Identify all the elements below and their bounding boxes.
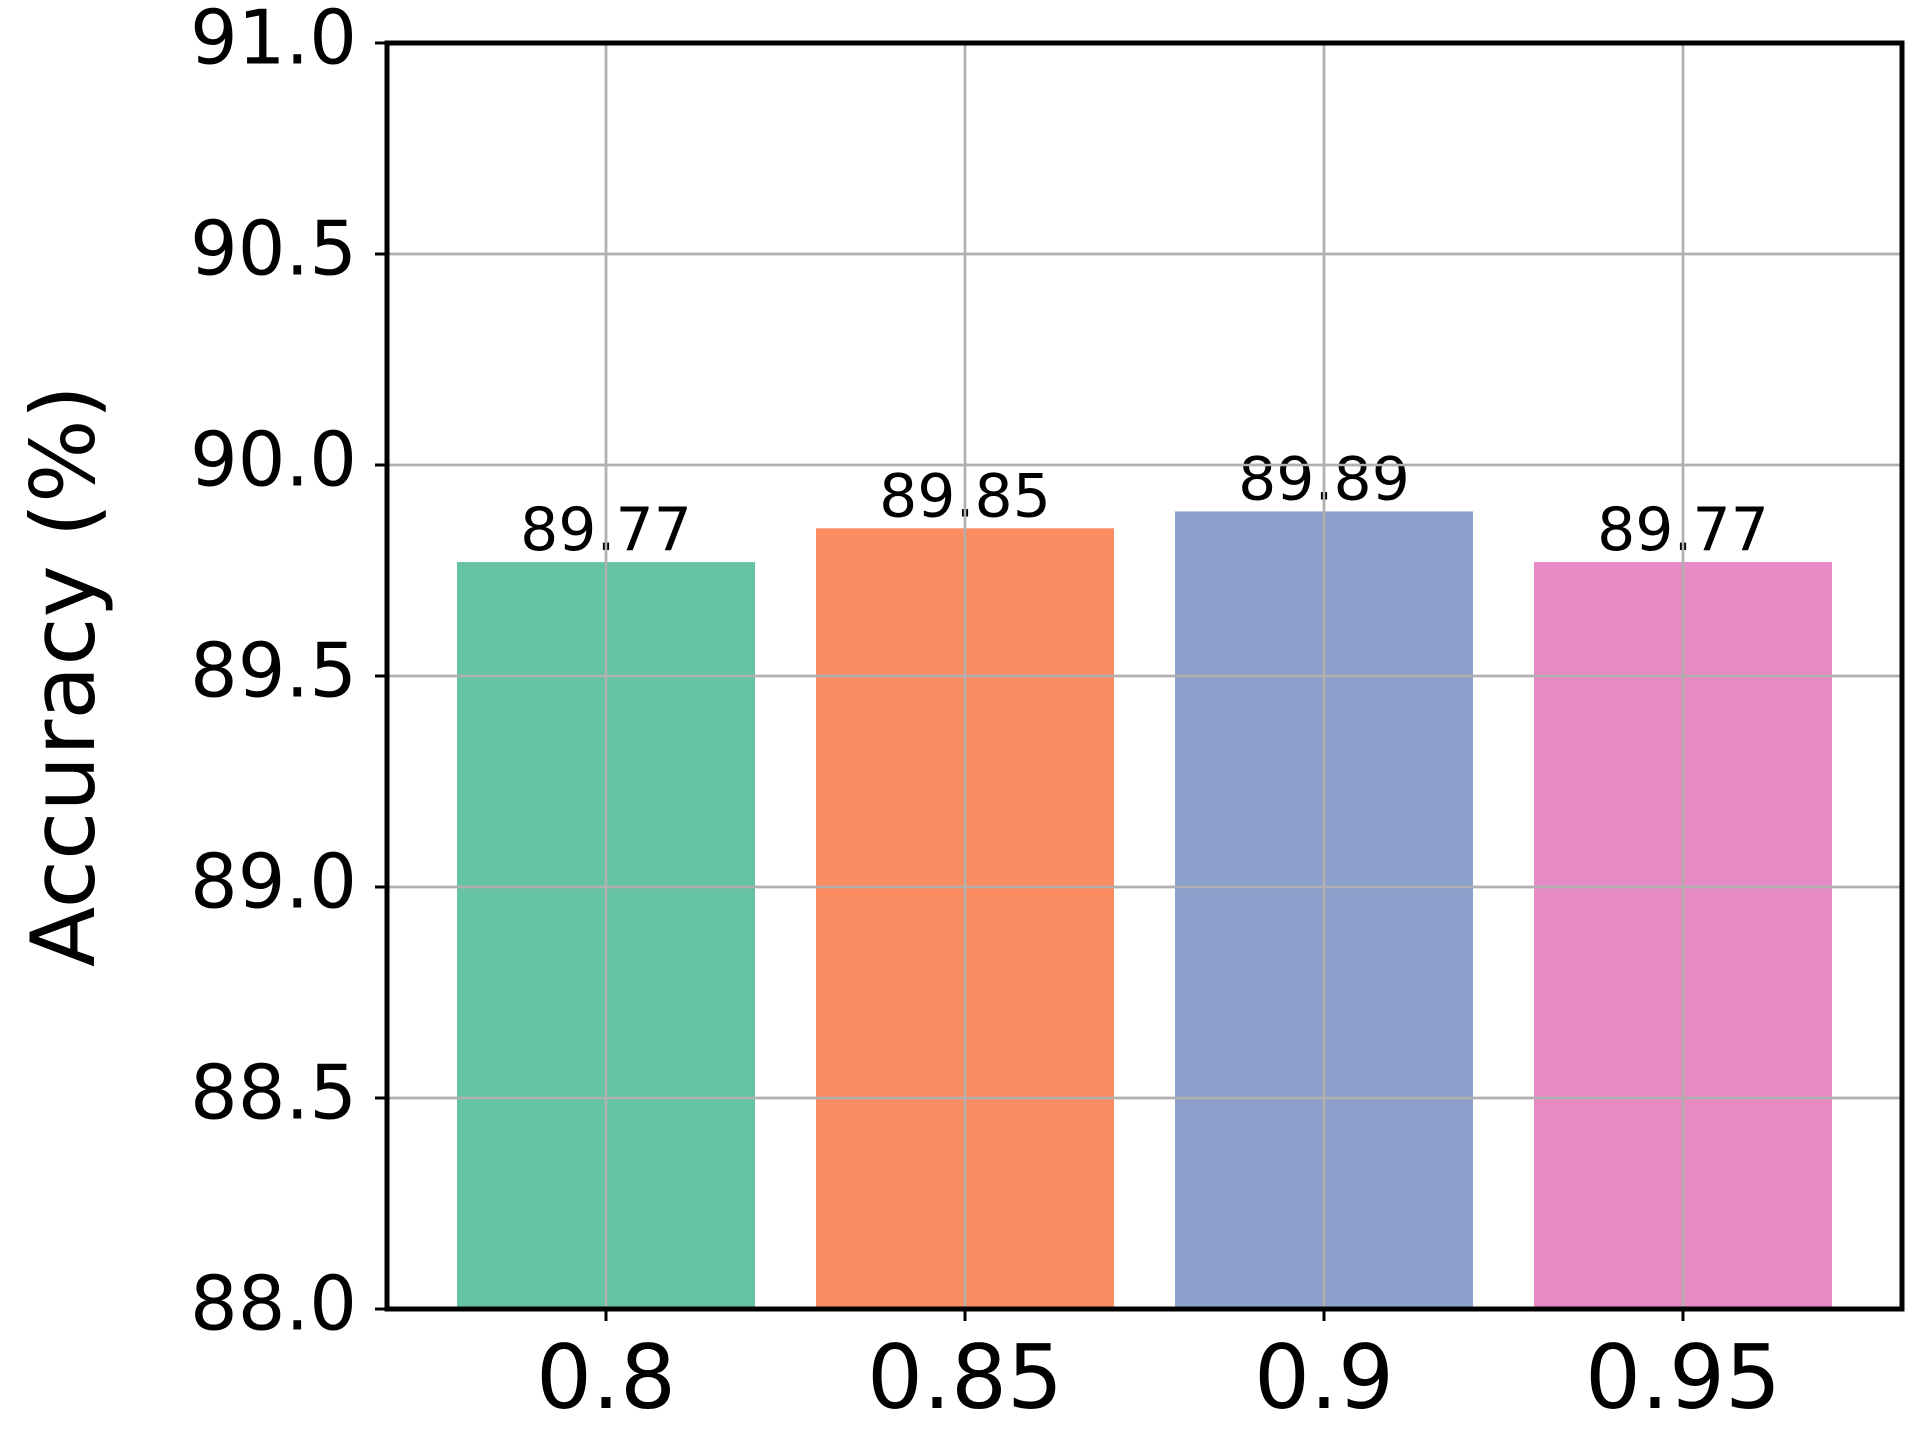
y-tick-label: 90.5 [190, 205, 357, 293]
y-tick-label: 91.0 [190, 0, 357, 82]
y-axis-label: Accuracy (%) [12, 385, 115, 967]
x-tick-label: 0.9 [1254, 1326, 1394, 1429]
y-tick-label: 89.5 [190, 627, 357, 715]
x-tick-label: 0.8 [536, 1326, 676, 1429]
y-tick-label: 90.0 [190, 416, 357, 504]
x-tick-label: 0.95 [1585, 1326, 1781, 1429]
x-tick-label: 0.85 [867, 1326, 1063, 1429]
y-tick-label: 88.5 [190, 1049, 357, 1137]
y-tick-label: 89.0 [190, 838, 357, 926]
plot-frame [384, 40, 1905, 1312]
y-tick-label: 88.0 [190, 1260, 357, 1348]
